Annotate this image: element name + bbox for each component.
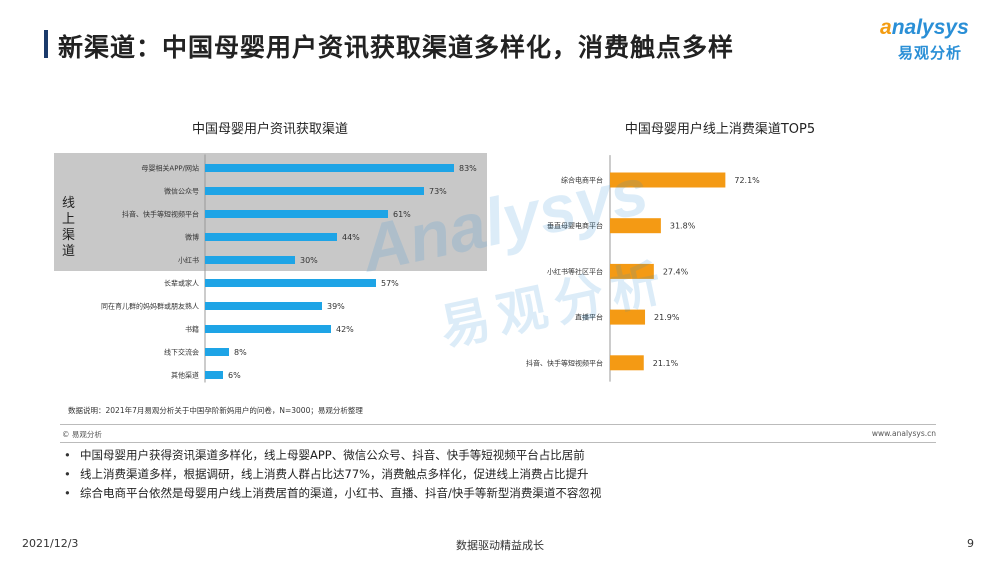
online-channels-label: 线上渠道 (62, 196, 76, 259)
right-bar (610, 309, 646, 325)
logo-wordmark: analysys (880, 16, 969, 39)
left-category-label: 母婴相关APP/网站 (141, 164, 199, 173)
left-value-label: 61% (393, 210, 411, 219)
right-category-label: 垂直母婴电商平台 (547, 221, 603, 230)
bullet-item: 综合电商平台依然是母婴用户线上消费居首的渠道，小红书、直播、抖音/快手等新型消费… (64, 484, 944, 503)
summary-bullets: 中国母婴用户获得资讯渠道多样化，线上母婴APP、微信公众号、抖音、快手等短视频平… (64, 446, 944, 503)
left-category-label: 同在育儿群的妈妈群或朋友熟人 (101, 302, 199, 311)
right-chart-title: 中国母婴用户线上消费渠道TOP5 (624, 122, 816, 137)
left-value-label: 39% (327, 302, 345, 311)
right-bar (610, 263, 654, 279)
right-category-label: 直播平台 (575, 313, 603, 322)
data-source-note: 数据说明：2021年7月易观分析关于中国孕阶新妈用户的问卷，N=3000；易观分… (68, 406, 363, 415)
right-value-label: 72.1% (734, 176, 760, 185)
left-value-label: 83% (459, 164, 477, 173)
left-category-label: 书籍 (185, 325, 199, 334)
footer-slogan: 数据驱动精益成长 (456, 539, 544, 552)
left-bar (205, 279, 376, 287)
right-value-label: 31.8% (670, 222, 696, 231)
left-value-label: 6% (228, 371, 241, 380)
left-bar (205, 187, 424, 195)
left-category-label: 微信公众号 (164, 187, 199, 196)
divider-line (60, 442, 936, 443)
left-category-label: 其他渠道 (171, 371, 199, 380)
left-chart-title: 中国母婴用户资讯获取渠道 (191, 122, 348, 137)
left-category-label: 微博 (185, 233, 199, 242)
right-category-label: 综合电商平台 (561, 176, 603, 185)
left-bar (205, 210, 388, 218)
title-accent-bar (44, 30, 48, 58)
left-bar (205, 256, 295, 264)
left-value-label: 44% (342, 233, 360, 242)
page-number: 9 (967, 537, 974, 550)
right-bar (610, 172, 726, 188)
left-value-label: 57% (381, 279, 399, 288)
left-value-label: 42% (336, 325, 354, 334)
logo-chinese: 易观分析 (898, 44, 963, 62)
left-bar (205, 302, 322, 310)
right-value-label: 21.1% (653, 359, 679, 368)
left-bar (205, 348, 229, 356)
left-category-label: 抖音、快手等短视频平台 (122, 210, 199, 219)
right-bar (610, 355, 644, 371)
left-category-label: 小红书 (178, 256, 199, 265)
left-value-label: 30% (300, 256, 318, 265)
analysys-logo: analysys 易观分析 (876, 14, 986, 66)
copyright-text: © 易观分析 (62, 430, 102, 439)
website-link[interactable]: www.analysys.cn (871, 429, 936, 438)
left-category-label: 线下交流会 (164, 348, 199, 357)
right-category-label: 抖音、快手等短视频平台 (526, 358, 603, 367)
right-value-label: 21.9% (654, 313, 680, 322)
right-value-label: 27.4% (663, 267, 689, 276)
bullet-item: 中国母婴用户获得资讯渠道多样化，线上母婴APP、微信公众号、抖音、快手等短视频平… (64, 446, 944, 465)
left-bar (205, 325, 331, 333)
divider-line (60, 424, 936, 425)
right-category-label: 小红书等社区平台 (547, 267, 603, 276)
right-bar (610, 218, 661, 234)
page-title: 新渠道：中国母婴用户资讯获取渠道多样化，消费触点多样 (58, 33, 735, 62)
left-value-label: 8% (234, 348, 247, 357)
left-category-label: 长辈或家人 (164, 279, 199, 288)
left-value-label: 73% (429, 187, 447, 196)
left-bar (205, 371, 223, 379)
footer-date: 2021/12/3 (22, 537, 79, 550)
left-bar (205, 164, 454, 172)
bullet-item: 线上消费渠道多样，根据调研，线上消费人群占比达77%，消费触点多样化，促进线上消… (64, 465, 944, 484)
left-bar (205, 233, 337, 241)
